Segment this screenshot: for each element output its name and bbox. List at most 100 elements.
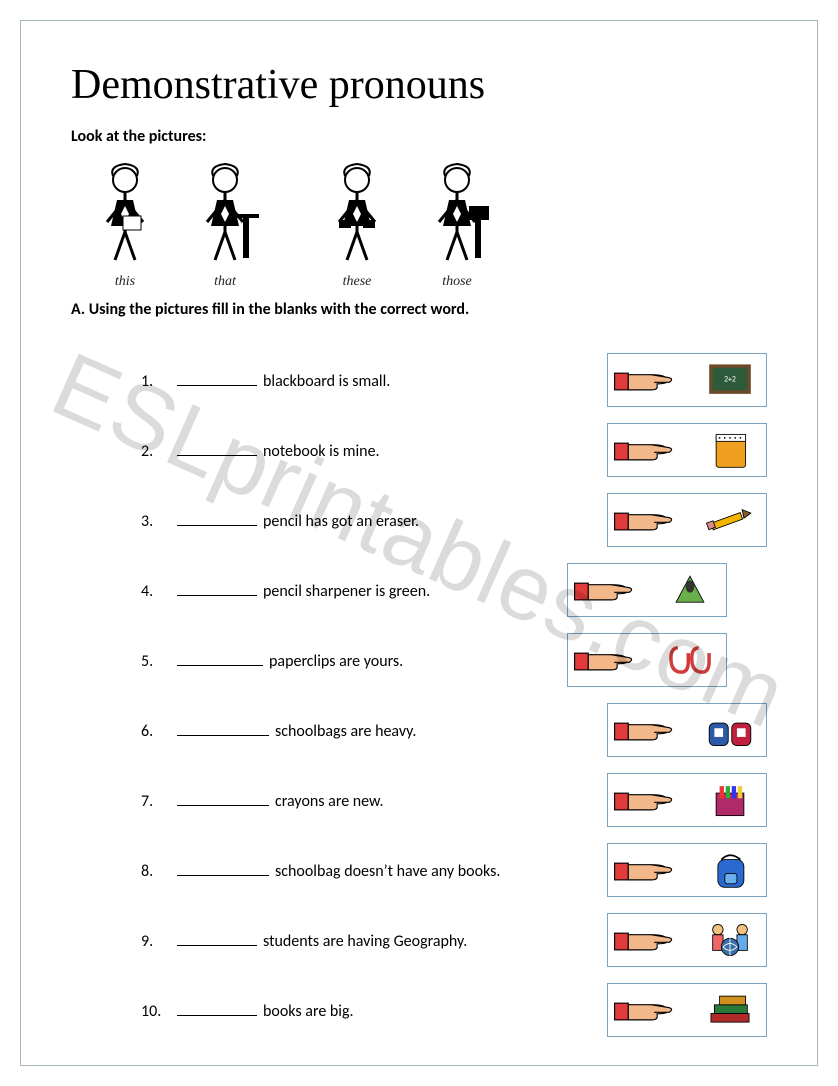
pointing-hand-icon xyxy=(614,921,676,959)
subheading-look: Look at the pictures: xyxy=(71,127,767,146)
picture-cell xyxy=(607,773,767,827)
example-item: that xyxy=(189,160,261,290)
pencil-icon xyxy=(704,497,756,543)
question-text: 8. schoolbag doesn’t have any books. xyxy=(71,859,500,881)
pointing-hand-icon xyxy=(574,571,636,609)
question-number: 4. xyxy=(141,582,171,601)
question-text: 1. blackboard is small. xyxy=(71,369,390,391)
pointing-hand-icon xyxy=(614,851,676,889)
pointing-hand-icon xyxy=(614,991,676,1029)
question-text: 3. pencil has got an eraser. xyxy=(71,509,419,531)
fill-blank[interactable] xyxy=(177,369,257,386)
example-word: these xyxy=(343,274,372,290)
question-text: 6. schoolbags are heavy. xyxy=(71,719,416,741)
example-figure-icon xyxy=(321,160,393,270)
question-sentence: schoolbag doesn’t have any books. xyxy=(275,862,500,881)
schoolbag-icon xyxy=(704,847,756,893)
question-sentence: paperclips are yours. xyxy=(269,652,403,671)
pointing-hand-icon xyxy=(614,501,676,539)
picture-cell xyxy=(607,843,767,897)
question-number: 5. xyxy=(141,652,171,671)
example-item: those xyxy=(421,160,493,290)
question-row: 6. schoolbags are heavy. xyxy=(71,695,767,765)
example-item: this xyxy=(89,160,161,290)
question-number: 2. xyxy=(141,442,171,461)
pointing-hand-icon xyxy=(614,781,676,819)
question-sentence: schoolbags are heavy. xyxy=(275,722,416,741)
question-number: 8. xyxy=(141,862,171,881)
fill-blank[interactable] xyxy=(177,579,257,596)
example-group-singular: this that xyxy=(89,160,261,290)
picture-cell xyxy=(567,563,727,617)
students-icon xyxy=(704,917,756,963)
question-text: 4. pencil sharpener is green. xyxy=(71,579,430,601)
pointing-hand-icon xyxy=(614,431,676,469)
picture-cell xyxy=(607,493,767,547)
question-text: 5. paperclips are yours. xyxy=(71,649,403,671)
example-word: that xyxy=(214,274,236,290)
question-number: 9. xyxy=(141,932,171,951)
example-figure-icon xyxy=(89,160,161,270)
fill-blank[interactable] xyxy=(177,719,269,736)
question-sentence: students are having Geography. xyxy=(263,932,467,951)
page-title: Demonstrative pronouns xyxy=(71,61,767,109)
fill-blank[interactable] xyxy=(177,789,269,806)
example-figure-icon xyxy=(189,160,261,270)
question-text: 7. crayons are new. xyxy=(71,789,384,811)
picture-cell xyxy=(567,633,727,687)
question-number: 7. xyxy=(141,792,171,811)
blackboard-icon: 2+2 xyxy=(704,357,756,403)
question-sentence: blackboard is small. xyxy=(263,372,390,391)
question-row: 2. notebook is mine. xyxy=(71,415,767,485)
question-sentence: notebook is mine. xyxy=(263,442,380,461)
question-number: 3. xyxy=(141,512,171,531)
pointing-hand-icon xyxy=(614,361,676,399)
question-number: 6. xyxy=(141,722,171,741)
svg-text:2+2: 2+2 xyxy=(724,376,736,385)
paperclips-icon xyxy=(664,637,716,683)
question-row: 3. pencil has got an eraser. xyxy=(71,485,767,555)
picture-cell xyxy=(607,913,767,967)
questions-list: 1. blackboard is small. 2+2 2. notebook i… xyxy=(71,345,767,1045)
question-row: 9. students are having Geography. xyxy=(71,905,767,975)
fill-blank[interactable] xyxy=(177,859,269,876)
page-frame: ESLprintables.com Demonstrative pronouns… xyxy=(20,20,818,1066)
question-text: 9. students are having Geography. xyxy=(71,929,467,951)
example-word: those xyxy=(442,274,472,290)
fill-blank[interactable] xyxy=(177,509,257,526)
picture-cell xyxy=(607,983,767,1037)
question-row: 1. blackboard is small. 2+2 xyxy=(71,345,767,415)
picture-cell: 2+2 xyxy=(607,353,767,407)
example-item: these xyxy=(321,160,393,290)
question-row: 5. paperclips are yours. xyxy=(71,625,767,695)
question-sentence: pencil has got an eraser. xyxy=(263,512,419,531)
example-group-plural: these those xyxy=(321,160,493,290)
question-row: 10. books are big. xyxy=(71,975,767,1045)
question-row: 4. pencil sharpener is green. xyxy=(71,555,767,625)
example-figure-icon xyxy=(421,160,493,270)
question-number: 10. xyxy=(141,1002,171,1021)
question-text: 2. notebook is mine. xyxy=(71,439,380,461)
question-text: 10. books are big. xyxy=(71,999,354,1021)
fill-blank[interactable] xyxy=(177,439,257,456)
pointing-hand-icon xyxy=(574,641,636,679)
picture-cell xyxy=(607,423,767,477)
picture-cell xyxy=(607,703,767,757)
question-sentence: crayons are new. xyxy=(275,792,384,811)
question-sentence: books are big. xyxy=(263,1002,354,1021)
section-a-label: A. Using the pictures fill in the blanks… xyxy=(71,300,767,319)
schoolbags-icon xyxy=(704,707,756,753)
crayons-icon xyxy=(704,777,756,823)
pointing-hand-icon xyxy=(614,711,676,749)
question-sentence: pencil sharpener is green. xyxy=(263,582,430,601)
question-number: 1. xyxy=(141,372,171,391)
question-row: 8. schoolbag doesn’t have any books. xyxy=(71,835,767,905)
books-icon xyxy=(704,987,756,1033)
notebook-icon xyxy=(704,427,756,473)
sharpener-icon xyxy=(664,567,716,613)
fill-blank[interactable] xyxy=(177,929,257,946)
fill-blank[interactable] xyxy=(177,999,257,1016)
fill-blank[interactable] xyxy=(177,649,263,666)
question-row: 7. crayons are new. xyxy=(71,765,767,835)
example-word: this xyxy=(115,274,135,290)
